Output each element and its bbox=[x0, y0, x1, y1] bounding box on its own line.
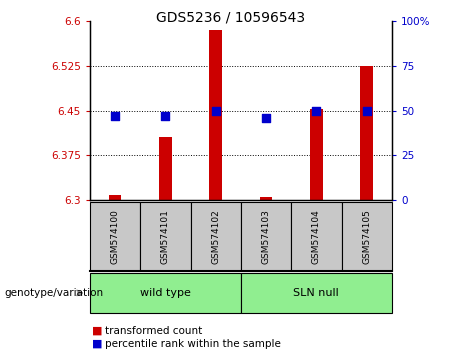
Point bbox=[363, 108, 370, 113]
Bar bbox=[310, 109, 323, 200]
Point bbox=[112, 113, 119, 119]
Point bbox=[313, 108, 320, 113]
Text: SLN null: SLN null bbox=[294, 288, 339, 298]
Text: GSM574102: GSM574102 bbox=[211, 209, 220, 264]
Text: GSM574104: GSM574104 bbox=[312, 209, 321, 264]
Bar bbox=[109, 195, 121, 200]
Text: genotype/variation: genotype/variation bbox=[5, 288, 104, 298]
Text: GSM574103: GSM574103 bbox=[261, 209, 271, 264]
Bar bbox=[159, 137, 171, 200]
Point bbox=[212, 108, 219, 113]
Text: percentile rank within the sample: percentile rank within the sample bbox=[105, 339, 281, 349]
Point bbox=[262, 115, 270, 121]
Text: transformed count: transformed count bbox=[105, 326, 202, 336]
Bar bbox=[209, 30, 222, 200]
Text: GSM574105: GSM574105 bbox=[362, 209, 371, 264]
Text: GSM574100: GSM574100 bbox=[111, 209, 119, 264]
Text: wild type: wild type bbox=[140, 288, 191, 298]
Text: ■: ■ bbox=[92, 339, 103, 349]
Point bbox=[162, 113, 169, 119]
Text: GSM574101: GSM574101 bbox=[161, 209, 170, 264]
Bar bbox=[260, 197, 272, 200]
Text: GDS5236 / 10596543: GDS5236 / 10596543 bbox=[156, 11, 305, 25]
Text: ■: ■ bbox=[92, 326, 103, 336]
Bar bbox=[361, 66, 373, 200]
